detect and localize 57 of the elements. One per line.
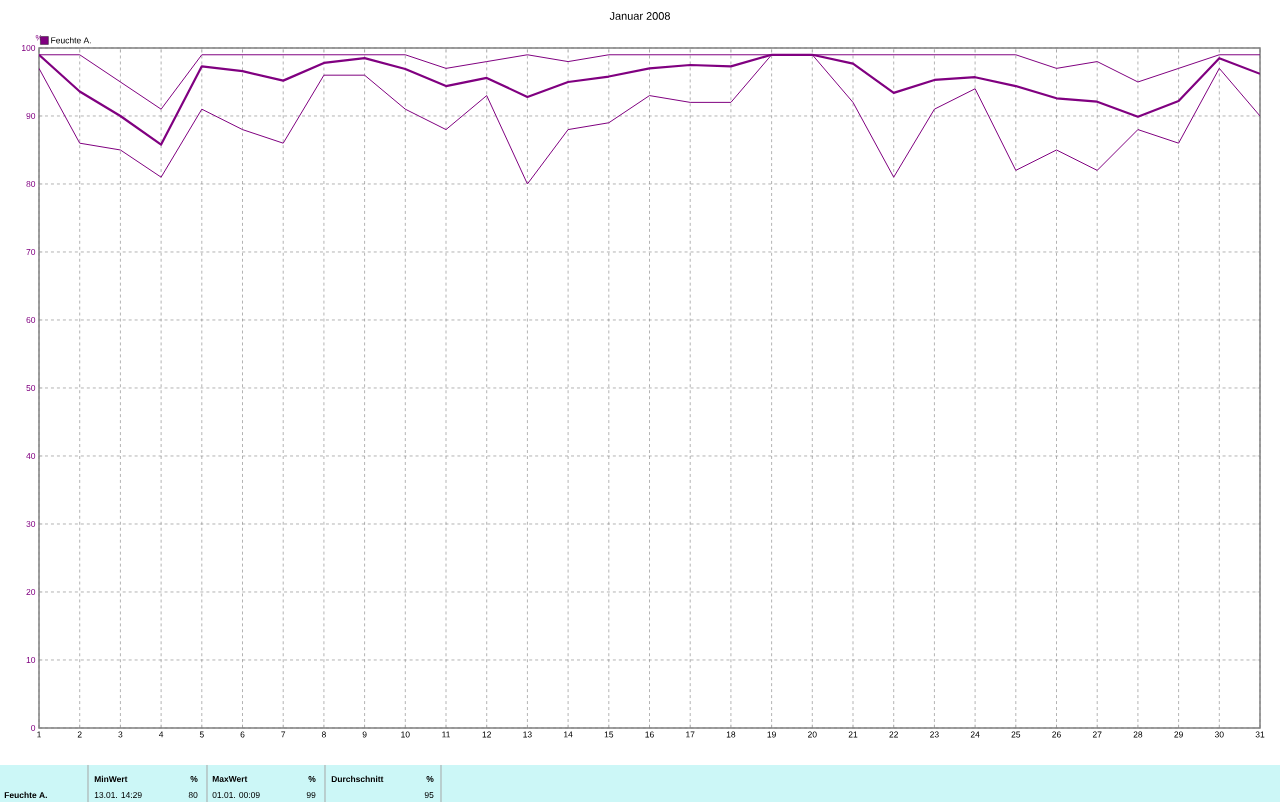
y-tick-label: 0 bbox=[31, 724, 36, 731]
x-tick-label: 6 bbox=[240, 731, 245, 738]
x-tick-label: 25 bbox=[1011, 731, 1021, 738]
legend-label: Feuchte A. bbox=[51, 37, 91, 44]
x-tick-label: 2 bbox=[77, 731, 82, 738]
x-tick-label: 5 bbox=[199, 731, 204, 738]
x-tick-label: 13 bbox=[523, 731, 532, 738]
y-tick-label: 30 bbox=[26, 520, 36, 527]
x-tick-label: 19 bbox=[767, 731, 776, 738]
y-tick-label: 20 bbox=[26, 588, 36, 595]
text: % bbox=[190, 776, 198, 782]
chart-title: Januar 2008 bbox=[609, 12, 670, 20]
text: 99 bbox=[306, 791, 316, 798]
y-tick-label: 40 bbox=[26, 452, 36, 459]
x-tick-label: 4 bbox=[158, 731, 164, 738]
x-tick-label: 27 bbox=[1092, 731, 1102, 738]
text: 95 bbox=[424, 791, 434, 798]
x-tick-label: 24 bbox=[970, 731, 980, 738]
x-tick-label: 22 bbox=[889, 731, 898, 738]
text: Feuchte A. bbox=[4, 791, 47, 799]
x-tick-label: 7 bbox=[281, 731, 286, 738]
text: 13.01. 14:29 bbox=[94, 791, 142, 798]
text: % bbox=[308, 776, 316, 782]
y-tick-label: 70 bbox=[26, 248, 36, 255]
x-tick-label: 26 bbox=[1052, 731, 1061, 738]
y-tick-label: 90 bbox=[26, 112, 36, 119]
x-tick-label: 31 bbox=[1255, 731, 1265, 738]
x-tick-label: 10 bbox=[401, 731, 410, 738]
text: 80 bbox=[188, 791, 198, 798]
x-tick-label: 8 bbox=[321, 731, 326, 738]
line-series bbox=[39, 54, 1261, 185]
text: MaxWert bbox=[212, 776, 248, 782]
text: Durchschnitt bbox=[331, 775, 384, 783]
y-tick-label: 80 bbox=[26, 180, 36, 187]
x-tick-label: 11 bbox=[442, 731, 450, 738]
x-tick-label: 20 bbox=[808, 731, 817, 738]
x-tick-label: 16 bbox=[645, 731, 654, 738]
y-tick-label: 100 bbox=[22, 44, 36, 51]
y-tick-label: 50 bbox=[26, 384, 36, 391]
x-tick-label: 29 bbox=[1174, 731, 1183, 738]
text: 01.01. 00:09 bbox=[212, 791, 260, 798]
x-tick-label: 21 bbox=[848, 731, 858, 738]
x-tick-label: 23 bbox=[930, 731, 939, 738]
x-tick-label: 17 bbox=[686, 731, 695, 738]
text: % bbox=[426, 776, 434, 782]
y-tick-label: 60 bbox=[26, 316, 36, 323]
x-tick-label: 1 bbox=[37, 731, 41, 738]
x-tick-label: 12 bbox=[482, 731, 491, 738]
x-tick-label: 3 bbox=[118, 731, 123, 738]
x-tick-label: 30 bbox=[1214, 731, 1224, 738]
x-tick-label: 18 bbox=[726, 731, 736, 738]
x-tick-label: 15 bbox=[604, 731, 614, 738]
x-tick-label: 28 bbox=[1133, 731, 1143, 738]
y-tick-label: 10 bbox=[26, 656, 36, 663]
x-tick-label: 14 bbox=[564, 731, 573, 738]
text: MinWert bbox=[94, 775, 128, 783]
x-tick-label: 9 bbox=[362, 731, 367, 738]
